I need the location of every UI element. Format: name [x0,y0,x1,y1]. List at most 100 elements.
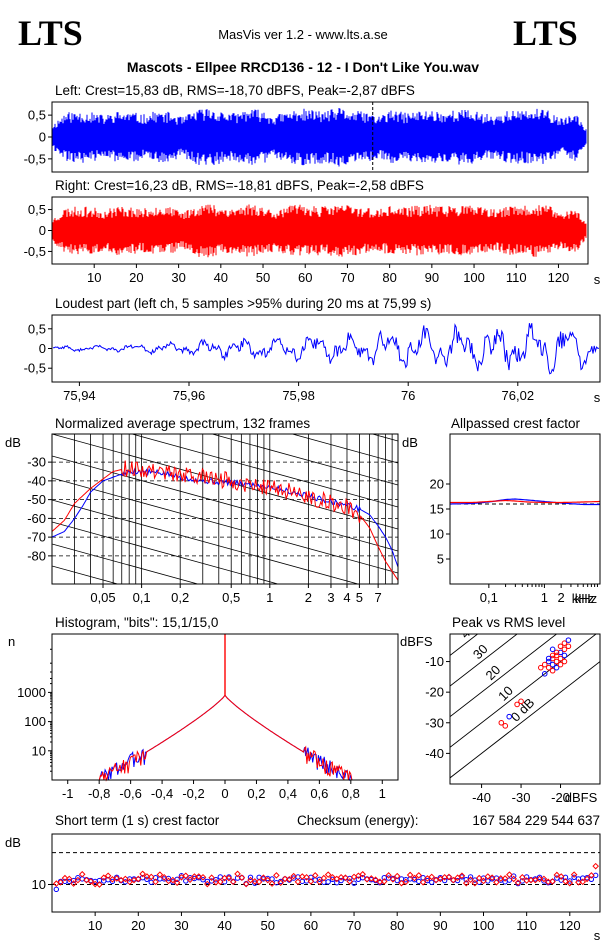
peak-vs-rms-point [537,664,544,671]
waveform-xtick-label: 10 [87,270,101,285]
short-term-right-point [303,873,310,881]
peak-vs-rms-point [553,658,560,665]
spectrum-slope-line [52,455,398,552]
short-term-right-point [311,872,319,879]
short-term-right-point [527,876,535,884]
waveform-ytick-label: -0,5 [24,151,46,166]
short-term-crest-title: Short term (1 s) crest factor [55,813,220,828]
track-title: Mascots - Ellpee RRCD136 - 12 - I Don't … [127,59,479,75]
short-term-left-point [351,880,357,886]
short-term-right-point [290,872,297,880]
short-term-right-point [467,876,474,884]
short-term-left-point [247,874,254,880]
spectrum-title: Normalized average spectrum, 132 frames [55,416,310,431]
short-term-xtick-label: 80 [390,918,404,933]
peak-vs-rms-point [549,646,556,653]
spectrum-trace [52,460,398,581]
short-term-ylabel: dB [5,835,21,850]
allpassed-frame [449,433,601,585]
spectrum-xunit: kHz [572,591,594,606]
peak-vs-rms-point [557,661,564,668]
short-term-xtick-label: 10 [88,918,102,933]
loudest-trace [52,323,600,375]
short-term-right-point [195,873,203,880]
peak-vs-rms-ytick-label: -30 [425,715,444,730]
short-term-right-point [191,873,198,880]
short-term-right-point [199,873,207,881]
crest-diagonal [450,660,600,779]
histogram-xtick-label: 0,6 [310,786,328,801]
short-term-right-point [78,870,86,878]
short-term-right-point [536,875,543,883]
short-term-left-point [502,879,508,885]
peak-vs-rms-ytick-label: -40 [425,746,444,761]
right-waveform-plot: 0,5 0 -0,5 10 20 30 40 50 60 70 80 90 100 110 120 [24,196,589,285]
short-term-left-point [416,878,422,885]
short-term-right-point [83,876,90,884]
short-term-right-point [255,878,263,886]
histogram-xtick-label: 0,8 [342,786,360,801]
short-term-right-point [329,873,336,881]
loudest-xtick-label: 76,02 [502,388,535,403]
waveform-trace [52,204,587,258]
waveform-xtick-label: 50 [256,270,270,285]
short-term-right-point [488,874,496,881]
peak-vs-rms-point [557,643,564,650]
spectrum-slope-line [52,499,360,584]
allpassed-crest-plot: 20 15 10 5 0,1 1 2 [430,433,601,605]
spectrum-xtick-label: 4 [343,590,350,605]
loudest-ytick-label: -0,5 [24,361,46,376]
short-term-right-point [316,878,323,886]
short-term-right-point [497,875,505,882]
loudest-part-title: Loudest part (left ch, 5 samples >95% du… [55,296,431,311]
short-term-right-point [143,873,151,880]
peak-vs-rms-point [561,652,568,659]
crest-diagonal [450,634,597,748]
peak-vs-rms-point [553,664,560,671]
peak-vs-rms-point [498,719,505,726]
short-term-right-point [242,880,250,888]
allpassed-trace [450,498,600,506]
short-term-right-point [445,873,453,881]
short-term-right-point [74,876,82,884]
short-term-right-point [264,876,272,884]
loudest-xunit: s [594,390,601,405]
short-term-left-point [558,877,564,883]
short-term-right-point [333,875,341,883]
short-term-right-point [273,872,280,879]
short-term-left-point [441,877,448,884]
short-term-right-point [208,874,215,881]
short-term-right-point [221,874,228,882]
short-term-xunit: s [594,928,601,943]
short-term-right-point [126,878,133,886]
checksum-value: 167 584 229 544 637 [472,813,600,828]
short-term-right-point [182,872,190,880]
short-term-right-point [307,878,315,885]
short-term-right-point [415,872,423,879]
short-term-left-point [165,875,172,882]
spectrum-ytick-label: -60 [27,511,46,526]
short-term-right-point [247,876,254,884]
short-term-right-point [588,872,595,879]
short-term-right-point [337,873,345,881]
short-term-right-point [510,875,518,883]
short-term-right-point [298,873,306,880]
short-term-right-point [139,870,146,878]
crest-diagonal-label: 20 [483,662,504,683]
short-term-xtick-label: 90 [433,918,447,933]
short-term-xtick-label: 60 [304,918,318,933]
spectrum-slope-line [52,543,200,584]
waveform-xtick-label: 30 [171,270,185,285]
short-term-right-point [449,876,457,884]
short-term-right-point [501,875,509,882]
waveform-ytick-label: 0,5 [28,108,46,123]
peak-vs-rms-point [553,649,560,656]
peak-vs-rms-point [545,655,552,662]
crest-diagonal [450,634,558,718]
short-term-right-point [61,874,69,882]
short-term-right-point [570,871,578,878]
histogram-xtick-label: 0,4 [279,786,297,801]
spectrum-slope-line [130,434,398,508]
spectrum-slope-line [210,434,398,486]
